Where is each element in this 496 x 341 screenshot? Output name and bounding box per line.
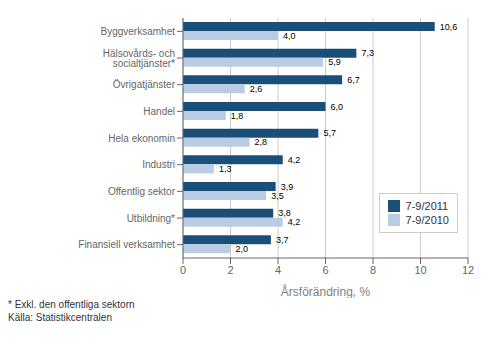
svg-text:5,9: 5,9	[328, 57, 341, 67]
html-text:* Exkl. den offentliga sektorn: * Exkl. den offentliga sektorn	[8, 299, 135, 310]
svg-text:Offentlig sektor: Offentlig sektor	[108, 186, 176, 197]
html-text:7-9/2011: 7-9/2011	[405, 200, 449, 212]
svg-text:6,7: 6,7	[347, 75, 360, 85]
svg-text:12: 12	[462, 264, 474, 276]
svg-text:Övrigatjänster: Övrigatjänster	[113, 79, 176, 90]
svg-text:6: 6	[322, 264, 328, 276]
svg-text:2,8: 2,8	[255, 137, 268, 147]
svg-text:4,0: 4,0	[283, 31, 296, 41]
svg-text:0: 0	[180, 264, 186, 276]
svg-text:3,8: 3,8	[278, 208, 291, 219]
svg-text:Hela ekonomin: Hela ekonomin	[108, 133, 175, 144]
svg-text:4,2: 4,2	[288, 155, 301, 165]
svg-text:2: 2	[227, 264, 233, 276]
svg-text:3,9: 3,9	[280, 181, 294, 192]
html-text:7-9/2010: 7-9/2010	[405, 214, 449, 226]
svg-text:Årsförändring, %: Årsförändring, %	[281, 284, 371, 298]
svg-text:10: 10	[414, 264, 426, 276]
svg-text:Finansiell verksamhet: Finansiell verksamhet	[78, 239, 175, 250]
svg-text:Byggverksamhet: Byggverksamhet	[101, 26, 176, 37]
svg-text:1,3: 1,3	[219, 164, 232, 174]
svg-text:2,0: 2,0	[236, 244, 249, 254]
svg-text:4,2: 4,2	[288, 217, 301, 227]
svg-text:8: 8	[370, 264, 376, 276]
svg-text:3,7: 3,7	[276, 235, 289, 245]
svg-text:Utbildning*: Utbildning*	[127, 213, 175, 224]
svg-text:Handel: Handel	[143, 106, 175, 117]
svg-text:4: 4	[275, 264, 281, 276]
svg-text:1,8: 1,8	[231, 111, 244, 121]
svg-text:3,5: 3,5	[271, 191, 284, 201]
svg-text:Hälsovårds- ochsocialtjänster*: Hälsovårds- ochsocialtjänster*	[103, 48, 175, 69]
svg-text:5,7: 5,7	[323, 128, 336, 138]
svg-text:10,6: 10,6	[440, 22, 458, 32]
html-text:Källa: Statistikcentralen: Källa: Statistikcentralen	[8, 312, 112, 323]
svg-text:2,6: 2,6	[250, 84, 263, 94]
svg-text:6,0: 6,0	[331, 102, 344, 112]
svg-text:7,3: 7,3	[361, 48, 374, 58]
svg-text:Industri: Industri	[142, 159, 175, 170]
